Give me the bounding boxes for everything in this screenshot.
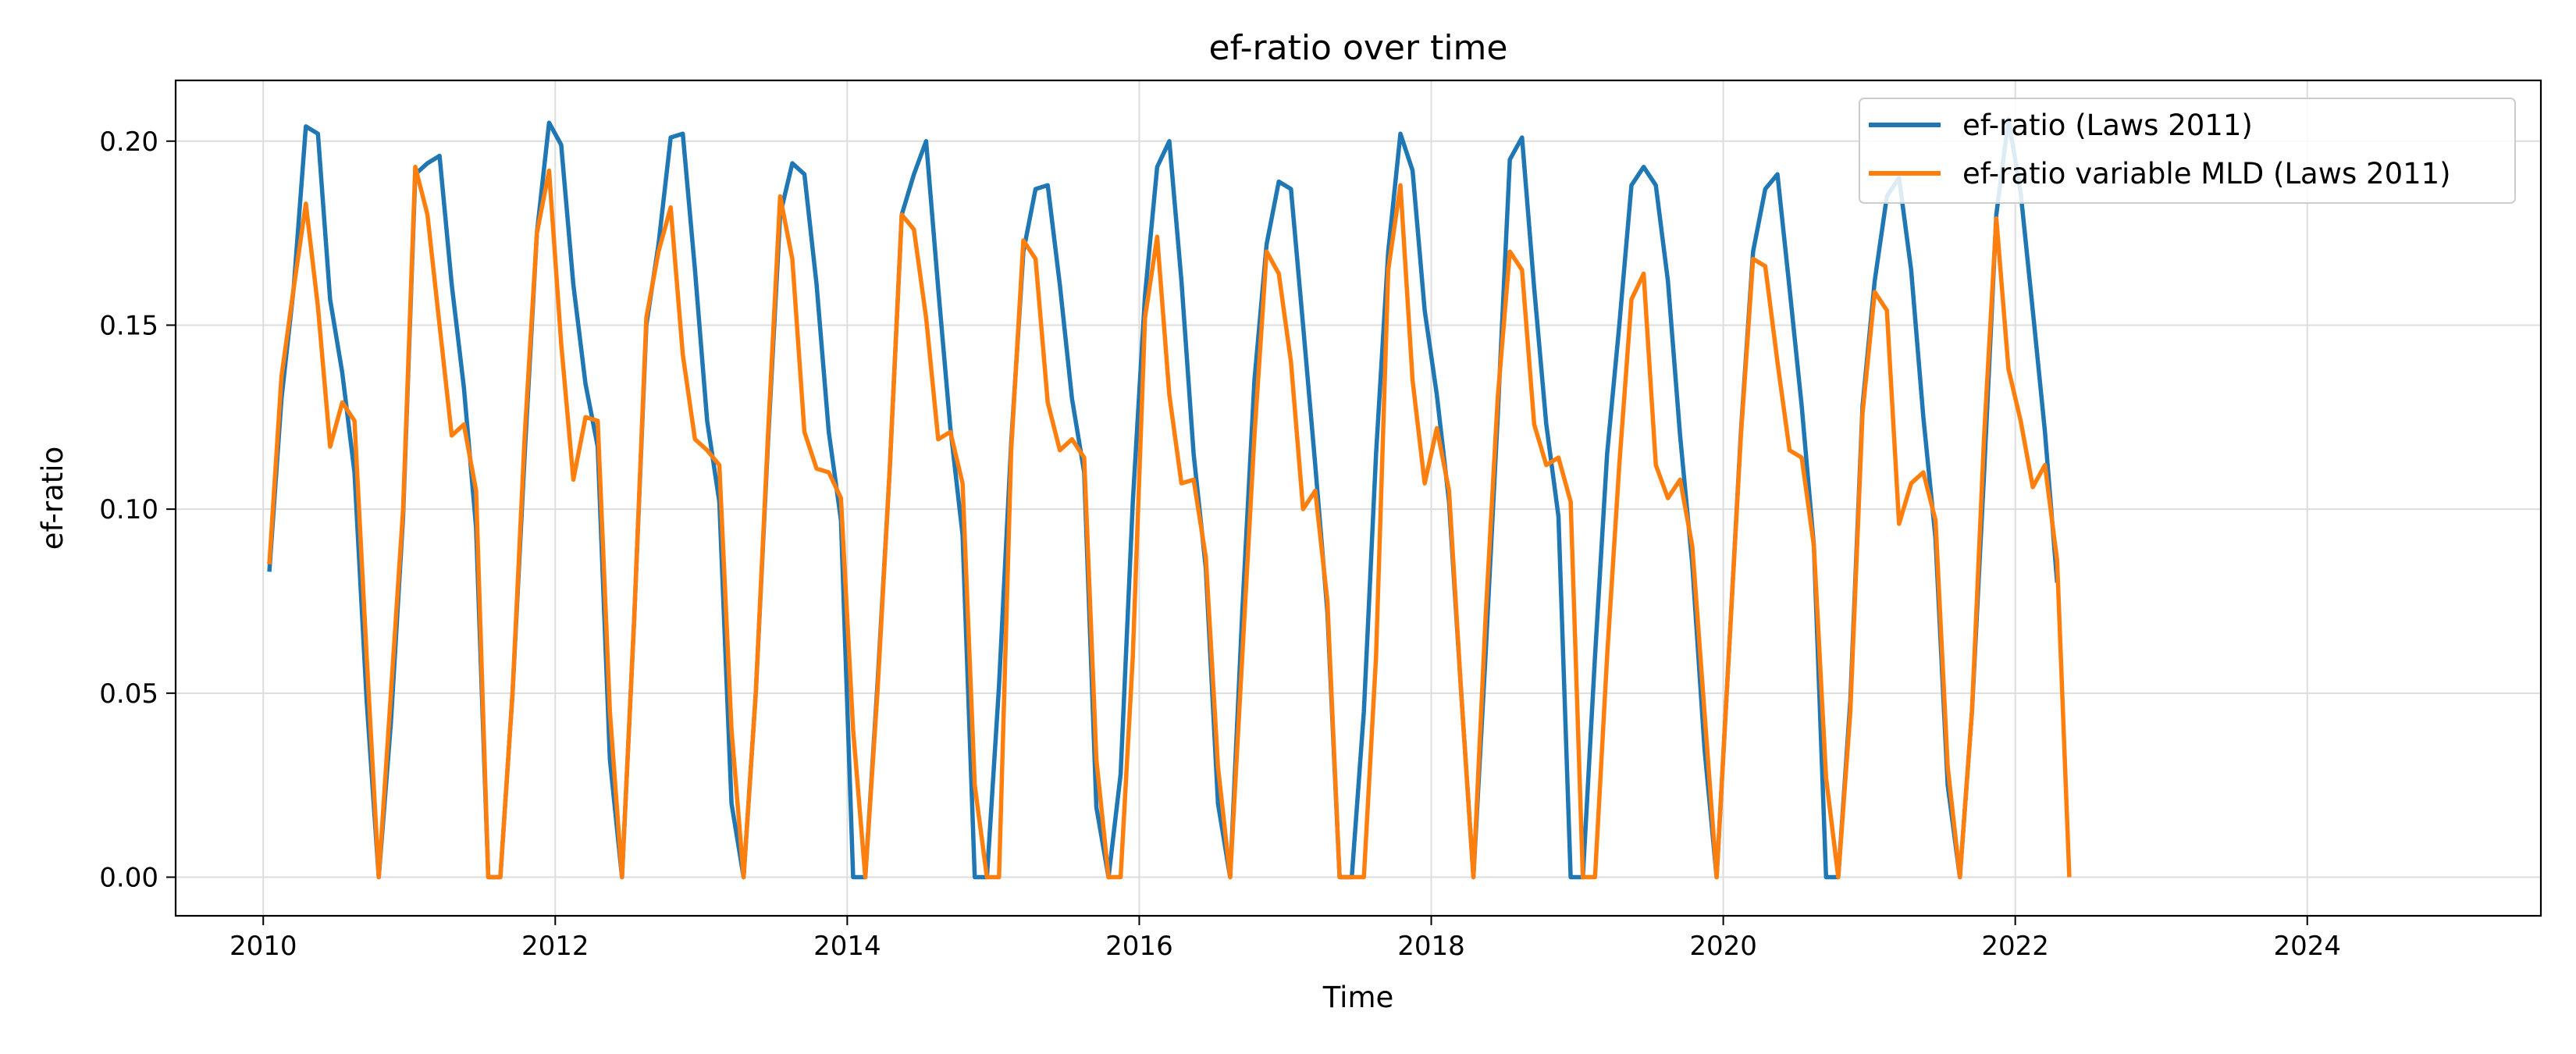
x-tick-label: 2014 xyxy=(813,931,881,962)
chart-title: ef-ratio over time xyxy=(1209,28,1508,68)
legend-box xyxy=(1859,98,2516,204)
axes-frame xyxy=(174,79,2542,917)
x-tick-label: 2010 xyxy=(229,931,297,962)
grid-lines xyxy=(176,80,2541,916)
series-line-laws-2011 xyxy=(267,116,2060,880)
x-tick-label: 2012 xyxy=(521,931,589,962)
axis-ticks: 2010 2012 2014 2016 2018 2020 2022 2024 0.00 0.05… xyxy=(99,126,2341,962)
x-tick-label: 2018 xyxy=(1397,931,1465,962)
y-tick-label: 0.15 xyxy=(99,310,158,341)
series-line-variable-mld xyxy=(267,165,2072,880)
y-tick-label: 0.20 xyxy=(99,126,158,158)
x-tick-label: 2020 xyxy=(1689,931,1757,962)
x-axis-title: Time xyxy=(1322,981,1394,1014)
series-lines xyxy=(267,116,2072,880)
x-tick-label: 2024 xyxy=(2273,931,2341,962)
x-tick-label: 2022 xyxy=(1981,931,2049,962)
legend: ef-ratio (Laws 2011) ef-ratio variable M… xyxy=(1859,98,2516,204)
x-tick-label: 2016 xyxy=(1105,931,1173,962)
y-tick-label: 0.10 xyxy=(99,494,158,525)
y-tick-label: 0.05 xyxy=(99,678,158,710)
y-tick-label: 0.00 xyxy=(99,863,158,894)
legend-label-laws-2011: ef-ratio (Laws 2011) xyxy=(1962,109,2253,142)
y-axis-title: ef-ratio xyxy=(36,447,69,550)
legend-label-variable-mld: ef-ratio variable MLD (Laws 2011) xyxy=(1962,157,2451,191)
